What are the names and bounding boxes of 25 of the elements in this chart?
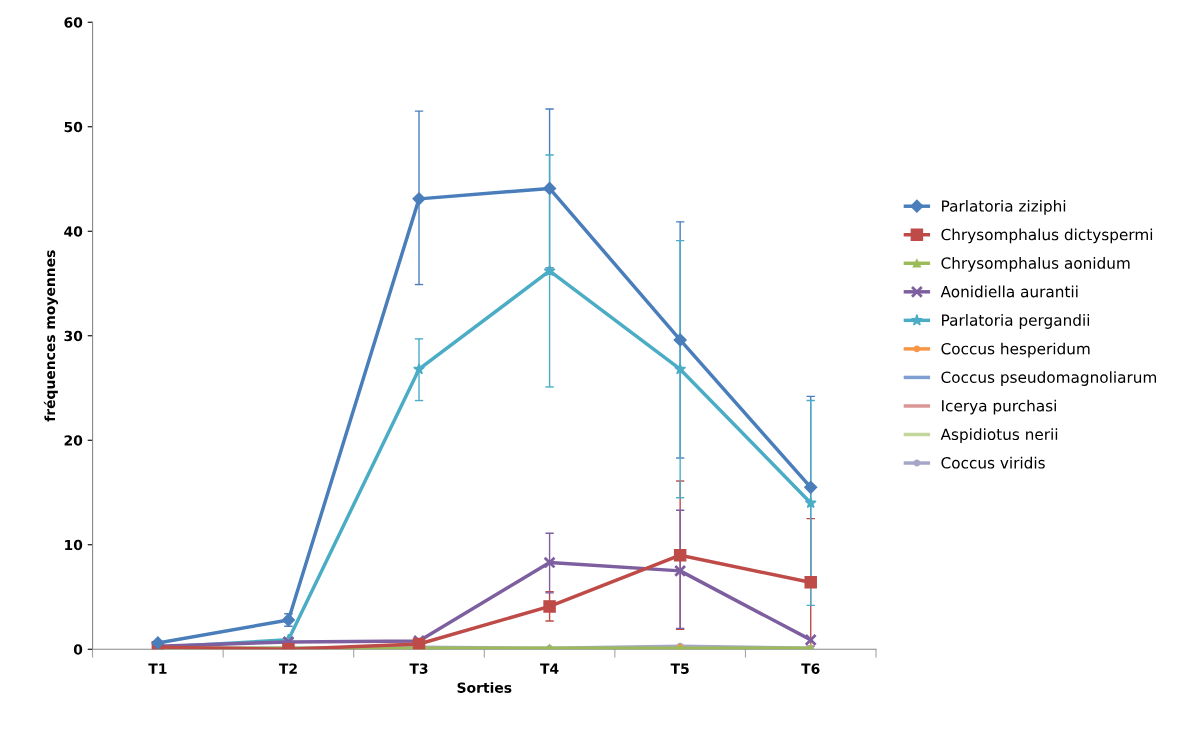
legend-label: Coccus hesperidum	[941, 342, 1090, 358]
legend-label: Coccus pseudomagnoliarum	[941, 371, 1157, 386]
y-tick-label: 10	[65, 539, 83, 551]
y-tick-label: 30	[64, 330, 83, 342]
legend-label: Parlatoria pergandii	[942, 314, 1090, 329]
x-axis-title: Sorties	[457, 682, 512, 693]
y-tick-label: 50	[64, 121, 83, 133]
x-tick-label: T6	[801, 663, 820, 674]
x-tick-label: T1	[148, 663, 167, 674]
y-tick-label: 20	[64, 435, 83, 446]
y-tick-label: 40	[64, 226, 83, 237]
legend-label: Chrysomphalus aonidum	[941, 257, 1130, 272]
y-axis-title: fréquences moyennes	[43, 250, 58, 422]
x-tick-label: T3	[409, 663, 428, 674]
y-tick-label: 0	[73, 644, 83, 655]
legend-label: Aspidiotus nerii	[940, 428, 1058, 444]
y-tick-label: 60	[64, 17, 83, 28]
legend-label: Aonidiella aurantii	[940, 285, 1078, 298]
x-tick-label: T4	[540, 663, 559, 674]
legend-label: Coccus viridis	[941, 456, 1045, 469]
x-tick-label: T5	[670, 663, 689, 674]
legend-label: Parlatoria ziziphi	[942, 199, 1066, 215]
legend-label: Icerya purchasi	[942, 399, 1056, 415]
x-tick-label: T2	[278, 663, 297, 674]
legend-label: Chrysomphalus dictyspermi	[941, 228, 1153, 244]
